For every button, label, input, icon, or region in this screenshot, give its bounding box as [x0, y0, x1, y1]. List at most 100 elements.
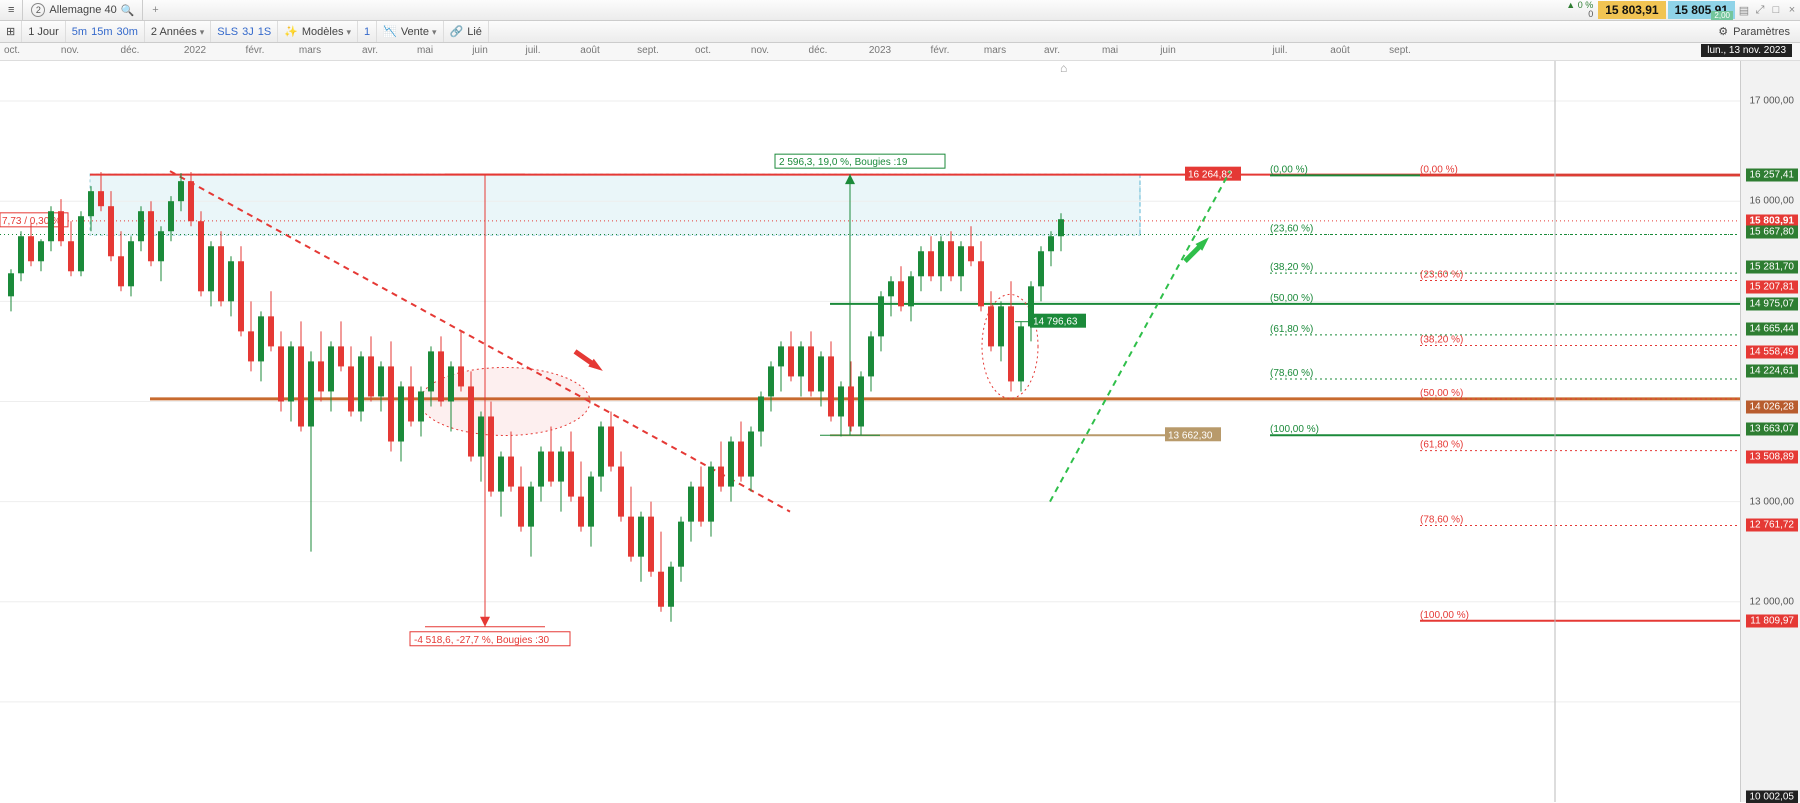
price-chip: 12 761,72 — [1746, 519, 1799, 532]
time-axis: lun., 13 nov. 2023 oct. nov. déc. 2022 févr.… — [0, 43, 1800, 61]
time-label: déc. — [809, 45, 828, 56]
svg-text:2 596,3, 19,0 %, Bougies :19: 2 596,3, 19,0 %, Bougies :19 — [779, 157, 908, 168]
y-label: 17 000,00 — [1750, 96, 1795, 107]
price-axis: 17 000,00 16 000,00 13 000,00 12 000,00 16 2… — [1740, 61, 1800, 802]
svg-text:13 662,30: 13 662,30 — [1168, 430, 1213, 441]
svg-text:-4 518,6, -27,7 %, Bougies :30: -4 518,6, -27,7 %, Bougies :30 — [414, 635, 550, 646]
price-chip: 15 667,80 — [1746, 226, 1799, 239]
menu-icon: ≡ — [8, 4, 14, 16]
time-label: sept. — [637, 45, 659, 56]
sls[interactable]: SLS — [217, 26, 238, 38]
price-chip: 14 665,44 — [1746, 322, 1799, 335]
candle-icon: ⊞ — [6, 25, 15, 38]
toolbar: ⊞ 1 Jour 5m 15m 30m 2 Années SLS 3J 1S ✨… — [0, 21, 1800, 43]
svg-text:(0,00 %): (0,00 %) — [1420, 164, 1458, 175]
svg-text:(38,20 %): (38,20 %) — [1420, 335, 1463, 346]
link-icon: 🔗 — [450, 25, 464, 38]
tf-5m[interactable]: 5m — [72, 26, 87, 38]
time-label: mars — [984, 45, 1006, 56]
y-label: 13 000,00 — [1750, 496, 1795, 507]
svg-text:(100,00 %): (100,00 %) — [1420, 610, 1469, 621]
models-button[interactable]: ✨Modèles — [278, 21, 358, 42]
time-label: juil. — [1272, 45, 1287, 56]
time-label: nov. — [61, 45, 79, 56]
time-label: juin — [1160, 45, 1176, 56]
expand-icon[interactable]: ⤢ — [1752, 4, 1768, 17]
svg-text:(38,20 %): (38,20 %) — [1270, 262, 1313, 273]
add-tab-button[interactable]: + — [143, 4, 167, 16]
time-label: nov. — [751, 45, 769, 56]
time-label: juin — [472, 45, 488, 56]
time-label: août — [1330, 45, 1349, 56]
price-chip: 15 207,81 — [1746, 280, 1799, 293]
instrument-name: Allemagne 40 — [49, 4, 116, 16]
y-label: 12 000,00 — [1750, 596, 1795, 607]
price-chip: 11 809,97 — [1746, 614, 1798, 627]
price-chip: 14 975,07 — [1746, 297, 1799, 310]
close-icon[interactable]: × — [1784, 4, 1800, 16]
time-label: 2022 — [184, 45, 206, 56]
menu-button[interactable]: ≡ — [0, 0, 23, 20]
price-chip: 16 257,41 — [1746, 169, 1799, 182]
time-label: avr. — [362, 45, 378, 56]
svg-text:(78,60 %): (78,60 %) — [1420, 514, 1463, 525]
svg-text:(50,00 %): (50,00 %) — [1270, 293, 1313, 304]
chart-type-button[interactable]: ⊞ — [0, 21, 22, 42]
time-label: mai — [417, 45, 433, 56]
link-button[interactable]: 🔗Lié — [444, 21, 489, 42]
spread-badge: 2,00 — [1711, 11, 1733, 20]
settings-button[interactable]: ⚙Paramètres — [1708, 25, 1800, 38]
maximize-icon[interactable]: □ — [1768, 4, 1784, 16]
chart-icon: 📉 — [383, 25, 397, 38]
instrument-tab[interactable]: 2 Allemagne 40 🔍 — [23, 0, 143, 20]
svg-text:(23,60 %): (23,60 %) — [1270, 223, 1313, 234]
time-label: févr. — [246, 45, 265, 56]
price-chip: 14 224,61 — [1746, 364, 1799, 377]
time-label: 2023 — [869, 45, 891, 56]
wand-icon: ✨ — [284, 25, 298, 38]
bid-price[interactable]: 15 803,91 — [1598, 1, 1665, 19]
time-label: oct. — [4, 45, 20, 56]
svg-text:(23,60 %): (23,60 %) — [1420, 270, 1463, 281]
time-label: mars — [299, 45, 321, 56]
tf-3d[interactable]: 3J — [242, 26, 254, 38]
tf-1w[interactable]: 1S — [258, 26, 271, 38]
time-label: oct. — [695, 45, 711, 56]
period-select[interactable]: 1 Jour — [22, 21, 66, 42]
search-icon[interactable]: 🔍 — [121, 4, 135, 17]
svg-text:⌂: ⌂ — [1060, 61, 1067, 75]
layout-icon[interactable]: ▤ — [1736, 4, 1752, 17]
time-label: août — [580, 45, 599, 56]
tf-15m[interactable]: 15m — [91, 26, 112, 38]
svg-text:14 796,63: 14 796,63 — [1033, 317, 1078, 328]
chart-area[interactable]: 16 264,8213 662,30(0,00 %)(23,60 %)(38,2… — [0, 61, 1800, 802]
time-label: mai — [1102, 45, 1118, 56]
tab-index-icon: 2 — [31, 3, 45, 17]
change-percent: ▲ 0 % 0 — [1562, 1, 1597, 19]
price-chip: 13 663,07 — [1746, 423, 1799, 436]
svg-text:(78,60 %): (78,60 %) — [1270, 368, 1313, 379]
price-chip: 14 026,28 — [1746, 400, 1799, 413]
svg-text:(100,00 %): (100,00 %) — [1270, 424, 1319, 435]
sell-button[interactable]: 📉Vente — [377, 21, 443, 42]
one-button[interactable]: 1 — [358, 21, 377, 42]
svg-text:(61,80 %): (61,80 %) — [1270, 324, 1313, 335]
svg-text:(61,80 %): (61,80 %) — [1420, 440, 1463, 451]
price-chip: 14 558,49 — [1746, 345, 1799, 358]
tf-30m[interactable]: 30m — [116, 26, 137, 38]
time-label: juil. — [525, 45, 540, 56]
price-chip: 13 508,89 — [1746, 450, 1799, 463]
price-chip: 15 281,70 — [1746, 261, 1799, 274]
ask-price[interactable]: 15 805,91 2,00 — [1668, 1, 1735, 19]
cursor-date: lun., 13 nov. 2023 — [1701, 44, 1792, 57]
y-label: 16 000,00 — [1750, 196, 1795, 207]
time-label: févr. — [931, 45, 950, 56]
svg-text:(0,00 %): (0,00 %) — [1270, 164, 1308, 175]
titlebar: ≡ 2 Allemagne 40 🔍 + ▲ 0 % 0 15 803,91 1… — [0, 0, 1800, 21]
time-label: sept. — [1389, 45, 1411, 56]
range-select[interactable]: 2 Années — [145, 21, 211, 42]
price-chip: 10 002,05 — [1746, 790, 1799, 803]
svg-text:(50,00 %): (50,00 %) — [1420, 388, 1463, 399]
time-label: avr. — [1044, 45, 1060, 56]
time-label: déc. — [121, 45, 140, 56]
